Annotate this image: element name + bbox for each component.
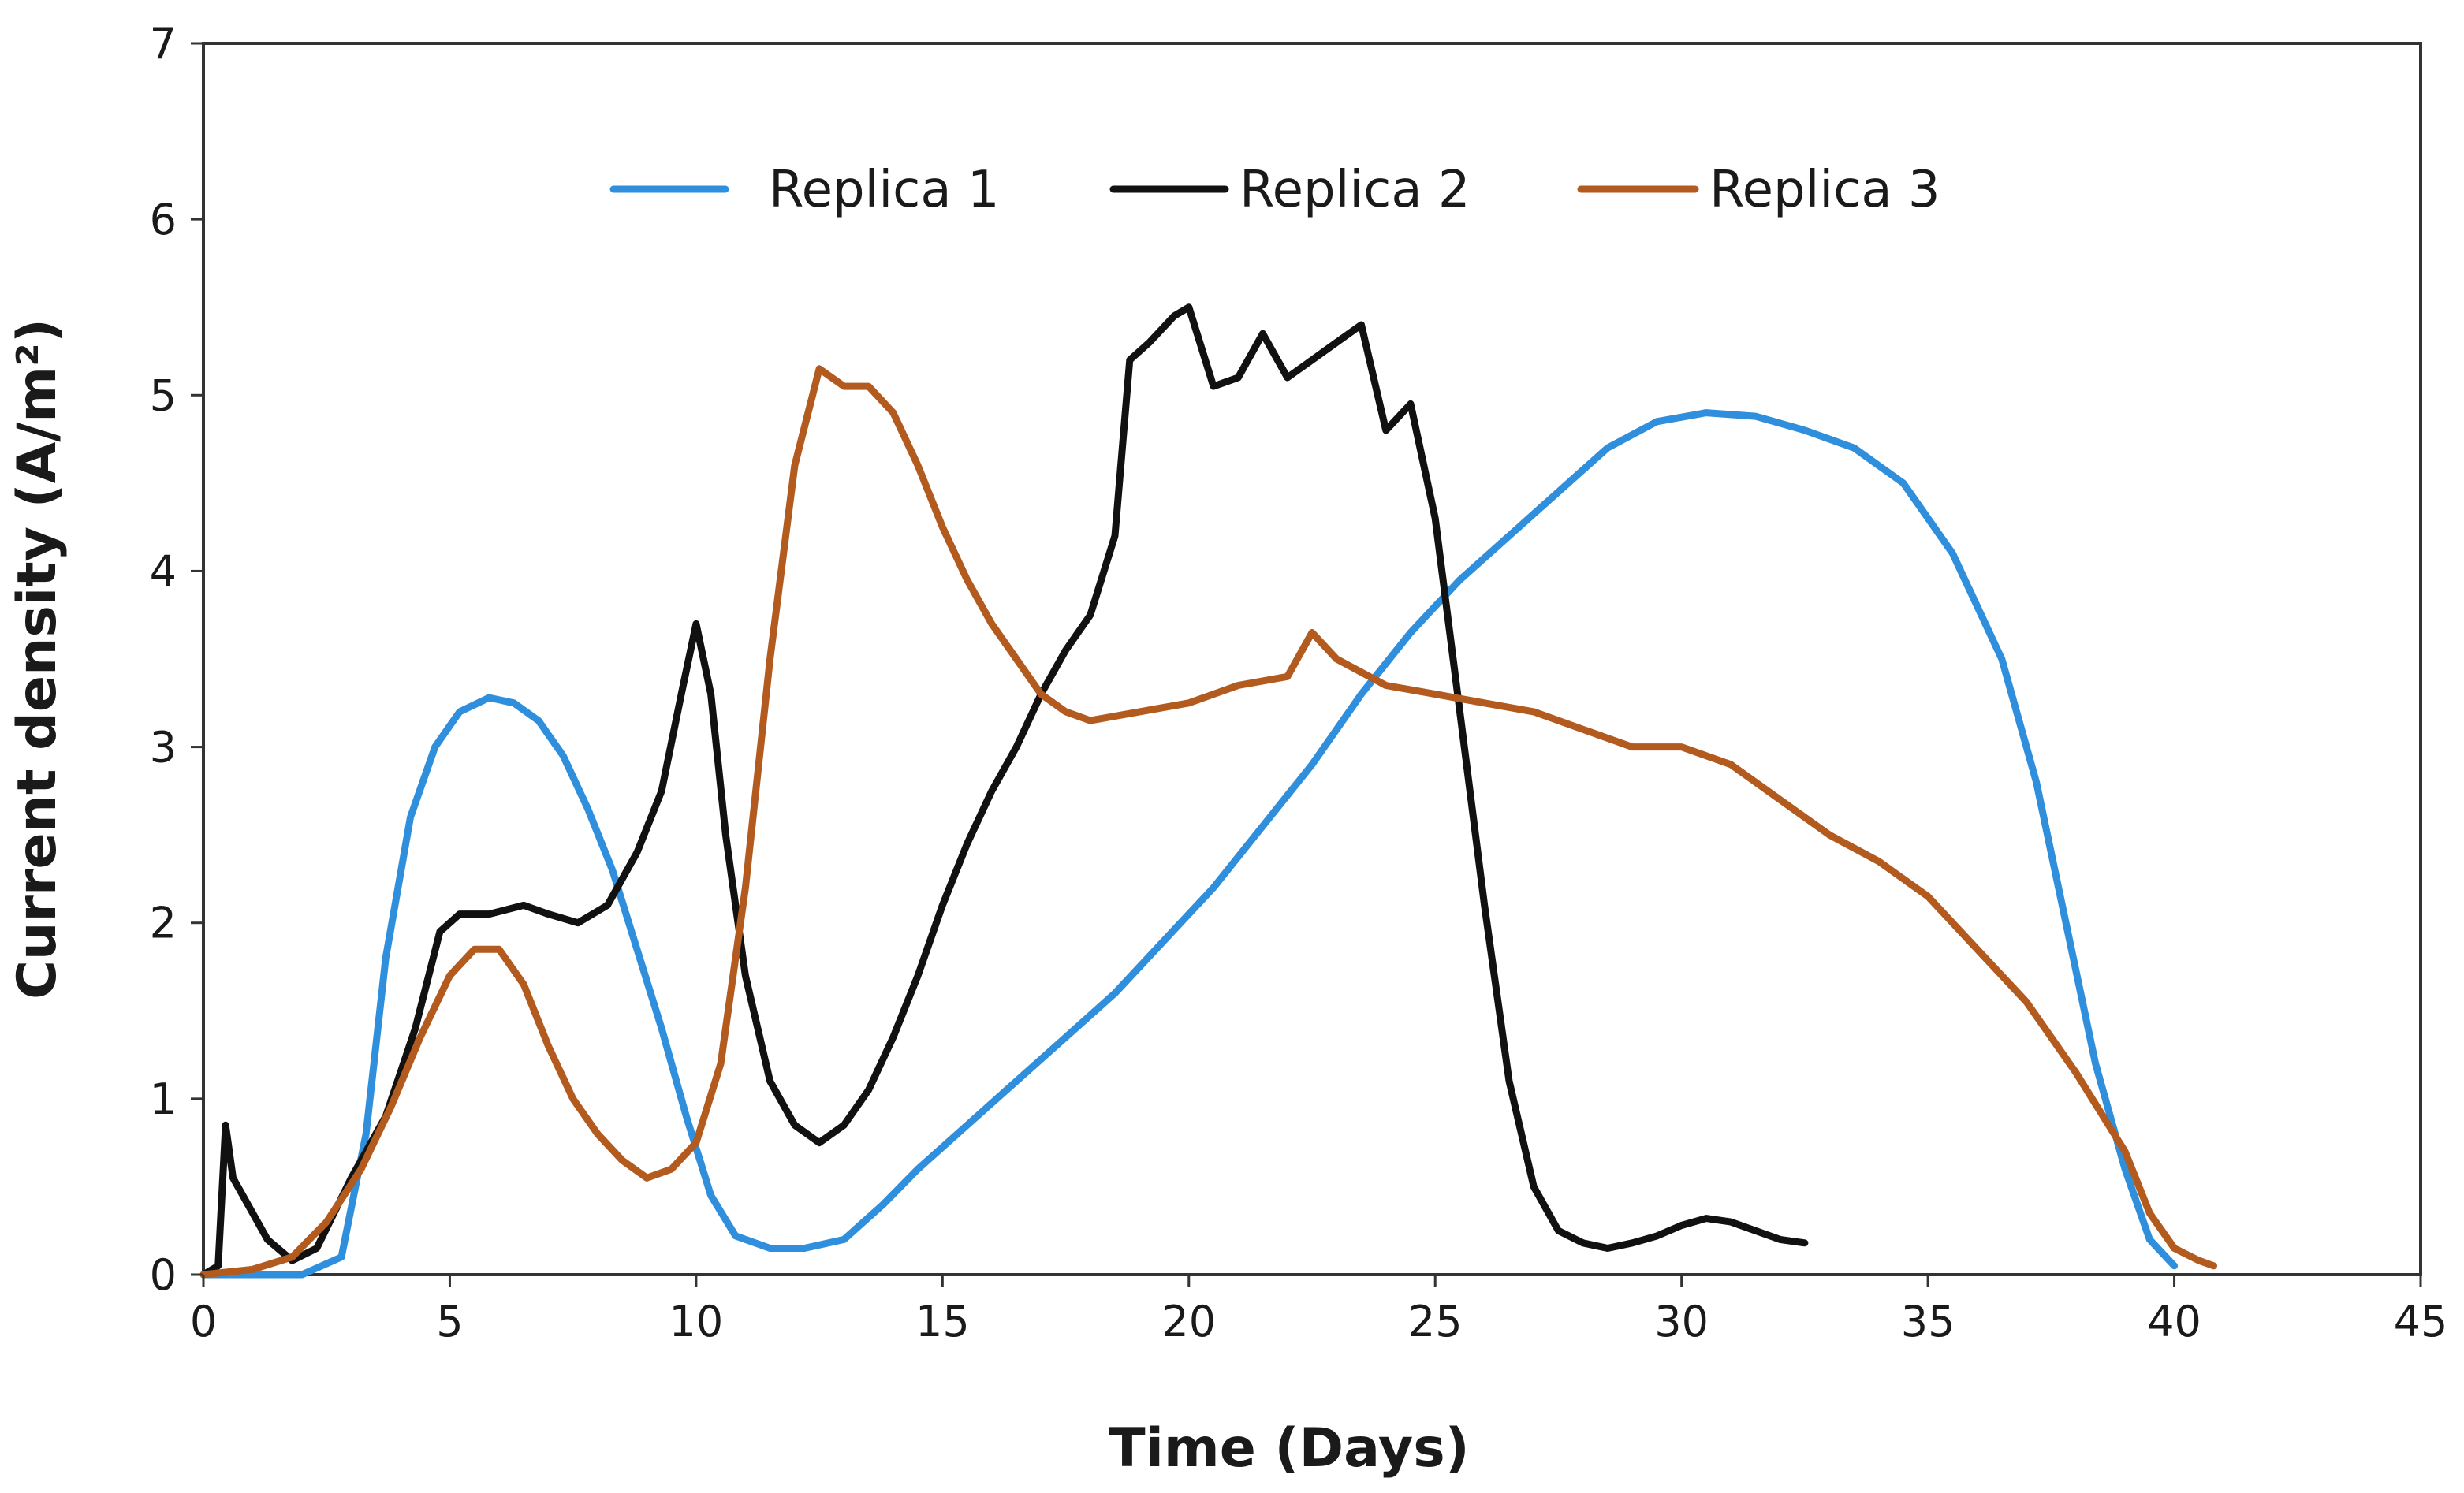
x-tick-label: 45 [2394, 1297, 2448, 1346]
series-line-replica-1 [199, 409, 2179, 1279]
x-tick-label: 15 [915, 1297, 970, 1346]
plot-area-frame [202, 42, 2422, 1276]
x-tick-label: 5 [436, 1297, 463, 1346]
series-line-replica-3 [199, 365, 2217, 1279]
y-axis-title: Current density (A/m²) [6, 318, 69, 1000]
x-tick-label: 35 [1901, 1297, 1955, 1346]
legend-label-replica-3: Replica 3 [1709, 161, 1940, 219]
y-tick-label: 5 [150, 370, 177, 420]
x-tick-label: 25 [1408, 1297, 1463, 1346]
series-line-replica-2 [199, 303, 1809, 1279]
x-axis-title: Time (Days) [1109, 1417, 1470, 1480]
y-tick-label: 2 [150, 899, 177, 948]
y-tick-label: 0 [150, 1250, 177, 1300]
y-tick-label: 4 [150, 546, 177, 596]
x-tick-label: 20 [1161, 1297, 1216, 1346]
y-tick-label: 3 [150, 723, 177, 773]
legend-label-replica-1: Replica 1 [769, 161, 1000, 219]
y-tick-label: 6 [150, 195, 177, 244]
x-tick-label: 40 [2147, 1297, 2201, 1346]
x-tick-label: 30 [1654, 1297, 1709, 1346]
legend-label-replica-2: Replica 2 [1239, 161, 1471, 219]
legend: Replica 1 Replica 2 Replica 3 [609, 161, 1940, 219]
series-layer [199, 303, 2217, 1279]
x-tick-label: 10 [669, 1297, 724, 1346]
y-tick-label: 7 [150, 19, 177, 69]
x-tick-label: 0 [190, 1297, 217, 1346]
y-tick-label: 1 [150, 1074, 177, 1124]
